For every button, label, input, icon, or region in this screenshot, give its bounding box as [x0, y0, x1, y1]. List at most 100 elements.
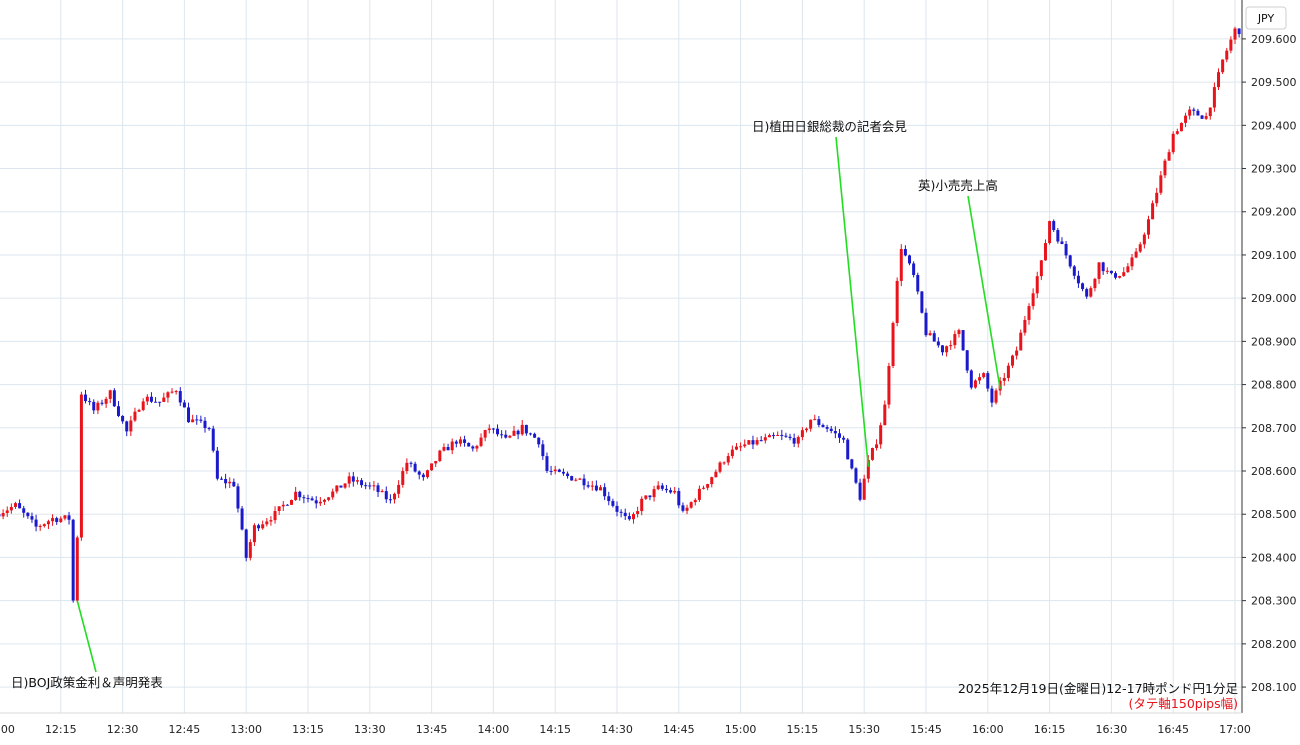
candle-body: [940, 345, 944, 353]
candle: [1052, 219, 1056, 233]
candle-body: [594, 485, 598, 491]
candle-body: [397, 484, 401, 494]
candle-body: [55, 518, 59, 522]
candle-body: [578, 478, 582, 480]
candle-body: [1151, 203, 1155, 220]
candle: [154, 397, 158, 403]
candle: [269, 516, 273, 526]
candle: [545, 452, 549, 473]
candle: [228, 477, 232, 489]
candle: [273, 506, 277, 524]
candle-body: [1056, 230, 1060, 242]
x-tick-label: 16:15: [1034, 723, 1066, 736]
candle-body: [541, 444, 545, 457]
candle: [1130, 253, 1134, 271]
candle-body: [669, 490, 673, 493]
candle-body: [1101, 262, 1105, 272]
candle-body: [174, 391, 178, 393]
candle-body: [1229, 39, 1233, 51]
x-tick-label: 13:00: [230, 723, 262, 736]
candle-body: [388, 499, 392, 501]
candle: [236, 483, 240, 513]
candle-body: [1052, 221, 1056, 231]
candle-body: [582, 478, 586, 486]
candle: [685, 504, 689, 515]
candle: [450, 438, 454, 455]
candle: [747, 439, 751, 445]
y-tick-label: 208.700: [1251, 422, 1297, 435]
candle-body: [413, 463, 417, 472]
candle-body: [755, 440, 759, 445]
candle: [314, 496, 318, 509]
candle-body: [516, 430, 520, 435]
candle: [883, 400, 887, 426]
candle: [1138, 242, 1142, 253]
candle-body: [26, 512, 30, 517]
candle: [112, 388, 116, 408]
candle: [648, 495, 652, 501]
candle: [718, 461, 722, 474]
candle: [59, 516, 63, 523]
candle-body: [244, 529, 248, 558]
candle-body: [1171, 133, 1175, 153]
candle: [879, 422, 883, 449]
candle: [1196, 108, 1200, 116]
candle: [1151, 200, 1155, 220]
candle-body: [327, 497, 331, 500]
candle-body: [1138, 244, 1142, 252]
candle: [858, 478, 862, 502]
candle: [891, 321, 895, 369]
candle: [421, 472, 425, 481]
candle: [961, 330, 965, 351]
candle-body: [298, 491, 302, 498]
candle-body: [1204, 116, 1208, 119]
candle-body: [916, 275, 920, 292]
candle: [553, 465, 557, 475]
candle: [990, 385, 994, 408]
candle-body: [512, 430, 516, 436]
candle: [174, 389, 178, 395]
candle: [290, 499, 294, 505]
candle-body: [46, 521, 50, 525]
candle: [1093, 277, 1097, 292]
x-tick-label: 12:45: [169, 723, 201, 736]
candle-body: [599, 487, 603, 491]
candle-body: [932, 333, 936, 342]
candle-body: [1002, 377, 1006, 381]
y-tick-label: 209.500: [1251, 76, 1297, 89]
candle: [541, 440, 545, 460]
candle-body: [84, 394, 88, 402]
candle: [796, 435, 800, 448]
candle-body: [79, 394, 83, 538]
candle: [30, 512, 34, 523]
annotation-label: 英)小売売上高: [918, 178, 998, 193]
candle: [825, 424, 829, 433]
candle-body: [393, 493, 397, 500]
candle-body: [1043, 243, 1047, 261]
x-tick-label: 13:45: [416, 723, 448, 736]
candle: [22, 505, 26, 518]
candle-body: [1221, 59, 1225, 73]
candle: [1184, 112, 1188, 128]
candle: [351, 471, 355, 487]
candle-body: [18, 503, 22, 509]
candle: [500, 430, 504, 439]
candle-body: [322, 499, 326, 502]
candle: [895, 277, 899, 327]
candle: [755, 437, 759, 446]
candle: [75, 535, 79, 603]
candle: [714, 469, 718, 478]
candle-body: [203, 420, 207, 429]
candle: [79, 391, 83, 541]
x-tick-label: 16:00: [972, 723, 1004, 736]
candle: [178, 387, 182, 407]
candle: [800, 427, 804, 441]
candle: [454, 439, 458, 448]
candle-body: [199, 419, 203, 421]
candle: [615, 501, 619, 517]
candle-body: [129, 420, 133, 432]
candle-body: [417, 471, 421, 475]
candle-body: [430, 463, 434, 471]
price-axis: 209.600 209.500 209.400 209.300 209.200 209.1…: [1242, 33, 1297, 694]
